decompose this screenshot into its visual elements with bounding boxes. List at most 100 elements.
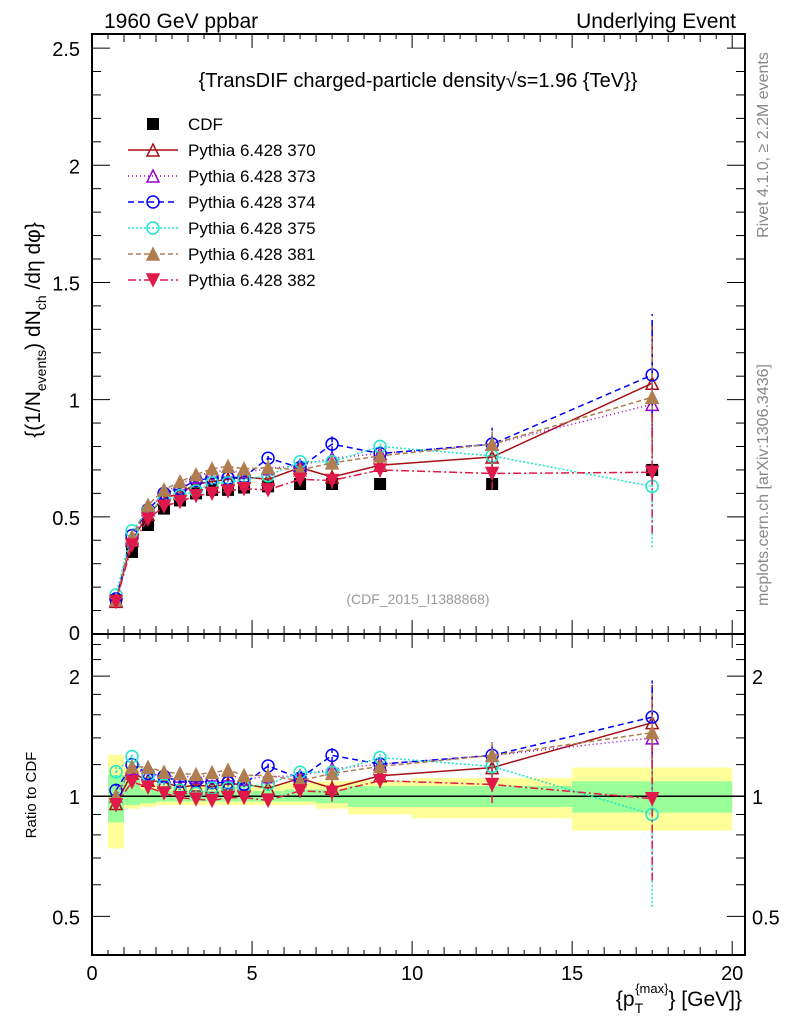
- series-382-ratio-point: [236, 790, 252, 806]
- x-tick-label: 0: [86, 963, 97, 985]
- series-382-ratio-point: [292, 784, 308, 799]
- series-381-point: [220, 458, 236, 474]
- series-381-point: [188, 466, 204, 482]
- series-381-ratio-point: [172, 765, 188, 781]
- series-381-point: [372, 448, 388, 463]
- header-left: 1960 GeV ppbar: [104, 10, 258, 33]
- series-382-ratio-line: [115, 779, 653, 806]
- series-381-point: [140, 497, 156, 512]
- x-tick-label: 5: [246, 963, 257, 985]
- legend-marker: [145, 168, 161, 183]
- series-382-ratio-point: [372, 773, 388, 789]
- band-stat: [124, 775, 141, 806]
- series-370-ratio-point: [204, 778, 220, 794]
- ratio-y-tick-label-right: 1: [752, 787, 763, 809]
- series-381-ratio-point: [220, 762, 236, 777]
- series-381-ratio-point: [644, 725, 660, 740]
- legend: CDF Pythia 6.428 370 Pythia 6.428 373 Pythi…: [128, 115, 316, 290]
- series-382-ratio-point: [260, 793, 276, 809]
- series-381-ratio-point: [124, 759, 140, 774]
- series-382-ratio-point: [644, 791, 660, 807]
- legend-label: Pythia 6.428 373: [188, 167, 316, 186]
- ratio-series: [108, 680, 660, 907]
- legend-label: Pythia 6.428 382: [188, 271, 316, 290]
- series-375-ratio-point: [109, 764, 123, 779]
- series-381-point: [644, 389, 660, 405]
- legend-marker: [145, 142, 161, 157]
- series-374-point: [325, 437, 339, 451]
- y-tick-label: 1: [69, 391, 80, 413]
- series-381-ratio-point: [140, 759, 156, 774]
- series-382-ratio-point: [188, 792, 204, 807]
- ratio-y-tick-label: 0.5: [52, 907, 80, 929]
- x-tick-label: 20: [721, 963, 743, 985]
- y-tick-label: 2: [69, 156, 80, 178]
- main-series: [108, 314, 660, 610]
- series-381-ratio-point: [204, 764, 220, 780]
- series-381-point: [156, 482, 172, 497]
- series-381-ratio-point: [236, 767, 252, 783]
- series-382-ratio-point: [220, 790, 236, 806]
- series-381-point: [204, 461, 220, 476]
- data-point-cdf: [374, 478, 387, 490]
- legend-label: Pythia 6.428 375: [188, 219, 316, 238]
- series-381-ratio-point: [372, 758, 388, 774]
- series-381-point: [236, 461, 252, 476]
- series-382-point: [372, 463, 388, 478]
- rivet-version-label: Rivet 4.1.0, ≥ 2.2M events: [755, 52, 772, 238]
- series-382-point: [236, 481, 252, 497]
- legend-label: Pythia 6.428 370: [188, 141, 316, 160]
- series-382-point: [140, 512, 156, 527]
- ratio-bands: [108, 754, 733, 849]
- legend-marker: [146, 195, 160, 209]
- y-tick-label: 0.5: [52, 508, 80, 530]
- series-382-point: [124, 538, 140, 553]
- legend-label: Pythia 6.428 374: [188, 193, 316, 212]
- series-382-ratio-point: [172, 790, 188, 806]
- series-382-ratio-point: [484, 777, 500, 793]
- series-382-point: [156, 499, 172, 514]
- y-tick-label: 1.5: [52, 273, 80, 295]
- ratio-y-tick-label-right: 0.5: [752, 907, 780, 929]
- ratio-frame: [91, 633, 746, 956]
- series-382-ratio-point: [324, 785, 340, 800]
- series-381-point: [172, 473, 188, 489]
- legend-label-cdf: CDF: [188, 115, 223, 134]
- x-axis-label: {pT{max}} [GeV]}: [616, 981, 742, 1016]
- series-382-ratio-point: [156, 786, 172, 801]
- series-374-ratio-point: [325, 748, 339, 763]
- series-382-point: [260, 483, 276, 498]
- series-381-line: [115, 396, 653, 601]
- series-381-ratio-point: [188, 766, 204, 782]
- chart-title: {TransDIF charged-particle density√s=1.9…: [199, 70, 638, 92]
- series-382-point: [108, 594, 124, 610]
- ratio-y-tick-label-right: 2: [752, 667, 763, 689]
- header-right: Underlying Event: [576, 10, 736, 33]
- series-382-point: [292, 472, 308, 487]
- series-382-point: [644, 465, 660, 480]
- legend-marker: [145, 246, 161, 261]
- mcplots-label: mcplots.cern.ch [arXiv:1306.3436]: [755, 364, 772, 606]
- legend-marker-cdf: [147, 118, 159, 130]
- series-382-point: [172, 494, 188, 510]
- series-382-point: [484, 466, 500, 482]
- series-382-point: [188, 488, 204, 504]
- analysis-watermark: (CDF_2015_I1388868): [346, 591, 489, 607]
- series-381-point: [260, 459, 276, 475]
- series-382-ratio-point: [140, 780, 156, 795]
- y-axis-label: {(1/Nevents) dNch /dη dφ}: [22, 222, 49, 438]
- legend-marker: [146, 221, 160, 235]
- ratio-y-tick-label: 1: [69, 787, 80, 809]
- ratio-y-axis-label: Ratio to CDF: [23, 752, 40, 839]
- legend-label: Pythia 6.428 381: [188, 245, 316, 264]
- series-382-point: [204, 486, 220, 502]
- series-382-ratio-point: [204, 793, 220, 809]
- series-381-ratio-point: [156, 764, 172, 779]
- y-tick-label: 2.5: [52, 39, 80, 61]
- x-tick-label: 15: [561, 963, 583, 985]
- x-tick-label: 10: [401, 963, 423, 985]
- series-382-point: [324, 473, 340, 489]
- series-381-point: [484, 436, 500, 451]
- series-381-ratio-point: [324, 765, 340, 781]
